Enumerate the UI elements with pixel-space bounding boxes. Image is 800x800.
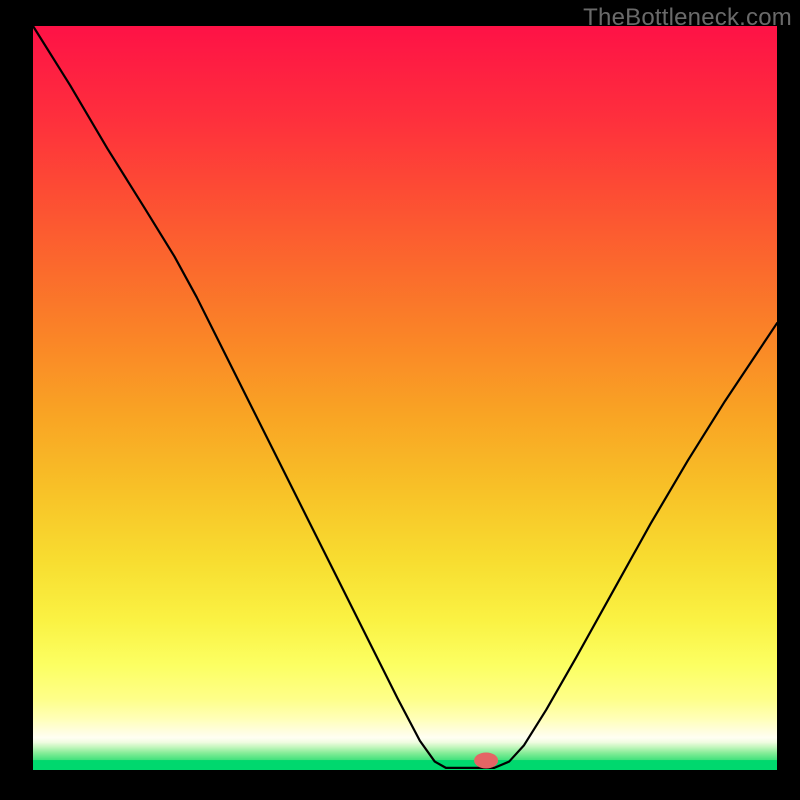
- chart-container: TheBottleneck.com: [0, 0, 800, 800]
- bottleneck-chart: [0, 0, 800, 800]
- plot-green-band: [33, 760, 777, 770]
- optimum-marker: [474, 752, 498, 768]
- watermark-text: TheBottleneck.com: [583, 4, 792, 32]
- plot-gradient: [33, 26, 777, 769]
